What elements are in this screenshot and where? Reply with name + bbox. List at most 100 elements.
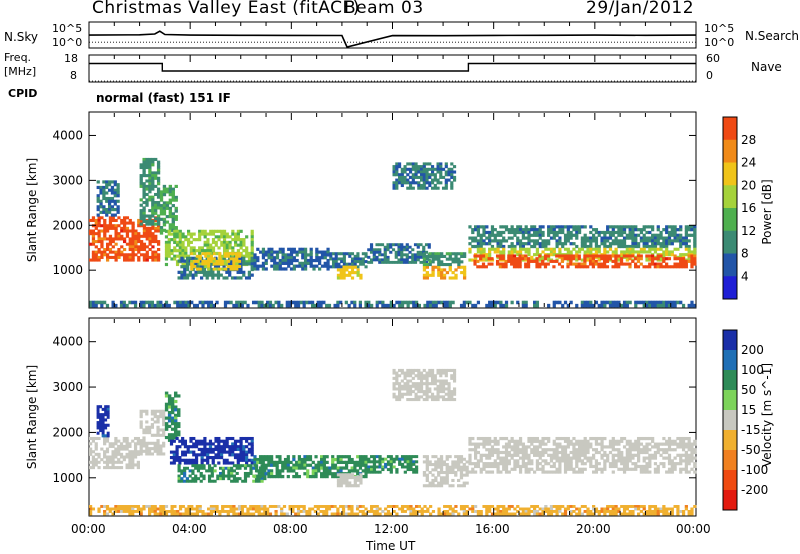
heatmap-cell bbox=[105, 463, 110, 467]
heatmap-cell bbox=[286, 460, 290, 465]
heatmap-cell bbox=[142, 187, 146, 191]
heatmap-cell bbox=[256, 460, 260, 465]
heatmap-cell bbox=[145, 203, 149, 207]
heatmap-cell bbox=[162, 423, 166, 427]
heatmap-cell bbox=[364, 455, 368, 459]
heatmap-cell bbox=[665, 450, 669, 455]
heatmap-cell bbox=[408, 260, 412, 264]
heatmap-cell bbox=[459, 455, 464, 459]
heatmap-cell bbox=[684, 247, 688, 251]
heatmap-cell bbox=[611, 233, 615, 237]
heatmap-cell bbox=[560, 254, 564, 258]
heatmap-cell bbox=[125, 455, 129, 459]
heatmap-cell bbox=[679, 470, 683, 474]
heatmap-cell bbox=[414, 167, 418, 171]
heatmap-cell bbox=[322, 457, 326, 462]
heatmap-cell bbox=[665, 448, 669, 452]
heatmap-cell bbox=[383, 250, 387, 254]
heatmap-cell bbox=[527, 445, 531, 449]
heatmap-cell bbox=[434, 254, 438, 258]
heatmap-cell bbox=[636, 300, 641, 305]
heatmap-cell bbox=[113, 208, 117, 212]
heatmap-cell bbox=[237, 303, 242, 308]
heatmap-cell bbox=[552, 225, 556, 229]
heatmap-cell bbox=[170, 512, 174, 516]
heatmap-cell bbox=[91, 216, 96, 220]
heatmap-cell bbox=[391, 248, 396, 252]
heatmap-cell bbox=[524, 265, 528, 269]
heatmap-cell bbox=[364, 474, 368, 479]
heatmap-cell bbox=[102, 194, 106, 198]
heatmap-cell bbox=[684, 445, 688, 449]
heatmap-cell bbox=[250, 246, 254, 250]
heatmap-cell bbox=[482, 439, 486, 443]
heatmap-cell bbox=[128, 258, 132, 262]
heatmap-cell bbox=[148, 425, 152, 429]
heatmap-cell bbox=[231, 442, 235, 446]
heatmap-cell bbox=[447, 173, 451, 177]
heatmap-cell bbox=[608, 242, 613, 246]
heatmap-cell bbox=[513, 453, 517, 457]
heatmap-cell bbox=[425, 175, 429, 179]
heatmap-cell bbox=[339, 460, 343, 465]
heatmap-cell bbox=[223, 510, 228, 513]
heatmap-cell bbox=[235, 303, 239, 308]
heatmap-cell bbox=[600, 262, 604, 266]
heatmap-cell bbox=[620, 250, 624, 254]
heatmap-cell bbox=[148, 195, 152, 199]
heatmap-cell bbox=[634, 462, 638, 466]
heatmap-cell bbox=[119, 510, 124, 513]
heatmap-cell bbox=[111, 455, 115, 459]
heatmap-cell bbox=[468, 236, 472, 240]
heatmap-cell bbox=[450, 390, 454, 394]
heatmap-cell bbox=[237, 254, 242, 258]
heatmap-cell bbox=[320, 466, 324, 470]
heatmap-cell bbox=[577, 250, 582, 254]
heatmap-cell bbox=[167, 251, 171, 256]
heatmap-cell bbox=[180, 273, 184, 277]
heatmap-cell bbox=[499, 233, 503, 237]
heatmap-cell bbox=[218, 252, 222, 256]
heatmap-cell bbox=[437, 470, 441, 475]
heatmap-cell bbox=[482, 247, 486, 251]
heatmap-cell bbox=[283, 463, 288, 467]
heatmap-cell bbox=[606, 230, 610, 235]
heatmap-cell bbox=[283, 457, 288, 462]
heatmap-cell bbox=[128, 221, 132, 225]
heatmap-cell bbox=[485, 242, 489, 246]
heatmap-cell bbox=[289, 258, 294, 263]
heatmap-cell bbox=[679, 239, 683, 243]
heatmap-cell bbox=[395, 374, 399, 378]
heatmap-cell bbox=[210, 479, 214, 483]
heatmap-cell bbox=[367, 465, 371, 469]
heatmap-cell bbox=[428, 374, 432, 378]
heatmap-cell bbox=[89, 452, 93, 456]
heatmap-cell bbox=[217, 450, 221, 454]
heatmap-cell bbox=[336, 273, 341, 277]
heatmap-cell bbox=[110, 185, 115, 190]
heatmap-cell bbox=[128, 463, 132, 467]
heatmap-cell bbox=[535, 253, 540, 257]
heatmap-cell bbox=[358, 463, 363, 467]
heatmap-cell bbox=[211, 238, 216, 242]
heatmap-cell bbox=[690, 442, 694, 446]
heatmap-cell bbox=[288, 300, 292, 305]
heatmap-cell bbox=[370, 460, 374, 464]
heatmap-cell bbox=[178, 456, 182, 460]
heatmap-cell bbox=[301, 250, 305, 254]
heatmap-cell bbox=[490, 228, 495, 232]
heatmap-cell bbox=[369, 260, 374, 264]
heatmap-cell bbox=[645, 470, 649, 474]
heatmap-cell bbox=[425, 473, 429, 477]
heatmap-cell bbox=[186, 461, 190, 465]
heatmap-cell bbox=[408, 374, 413, 378]
heatmap-cell bbox=[433, 186, 437, 190]
heatmap-cell bbox=[106, 245, 110, 249]
heatmap-cell bbox=[342, 268, 346, 272]
heatmap-cell bbox=[172, 461, 176, 465]
heatmap-cell bbox=[645, 462, 649, 466]
heatmap-cell bbox=[139, 423, 143, 427]
heatmap-cell bbox=[566, 247, 570, 251]
heatmap-cell bbox=[273, 256, 277, 260]
heatmap-cell bbox=[228, 262, 232, 266]
